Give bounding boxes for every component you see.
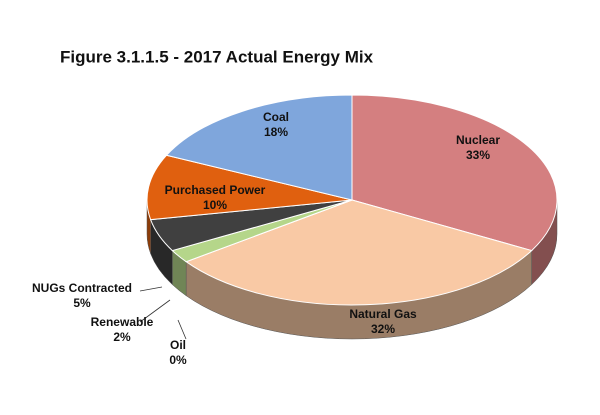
slice (185, 199, 533, 306)
value-label: 5% (73, 296, 91, 310)
slice-label: Oil (170, 338, 186, 352)
value-label: 0% (169, 353, 187, 367)
slice-label: Natural Gas (349, 307, 417, 321)
chart-title: Figure 3.1.1.5 - 2017 Actual Energy Mix (60, 47, 374, 66)
slice-label: Renewable (91, 315, 154, 329)
leader-line (139, 299, 171, 323)
leader-line (177, 319, 187, 340)
slice-label: Nuclear (456, 133, 500, 147)
value-label: 2% (113, 330, 131, 344)
slice-label: NUGs Contracted (32, 281, 132, 295)
value-label: 18% (264, 125, 288, 139)
leader-line (139, 286, 163, 292)
slice (165, 94, 353, 201)
value-label: 10% (203, 198, 227, 212)
slice (146, 154, 353, 221)
value-label: 33% (466, 148, 490, 162)
value-label: 32% (371, 322, 395, 336)
slice (351, 94, 558, 252)
slice-label: Purchased Power (165, 183, 266, 197)
slice-label: Coal (263, 110, 289, 124)
